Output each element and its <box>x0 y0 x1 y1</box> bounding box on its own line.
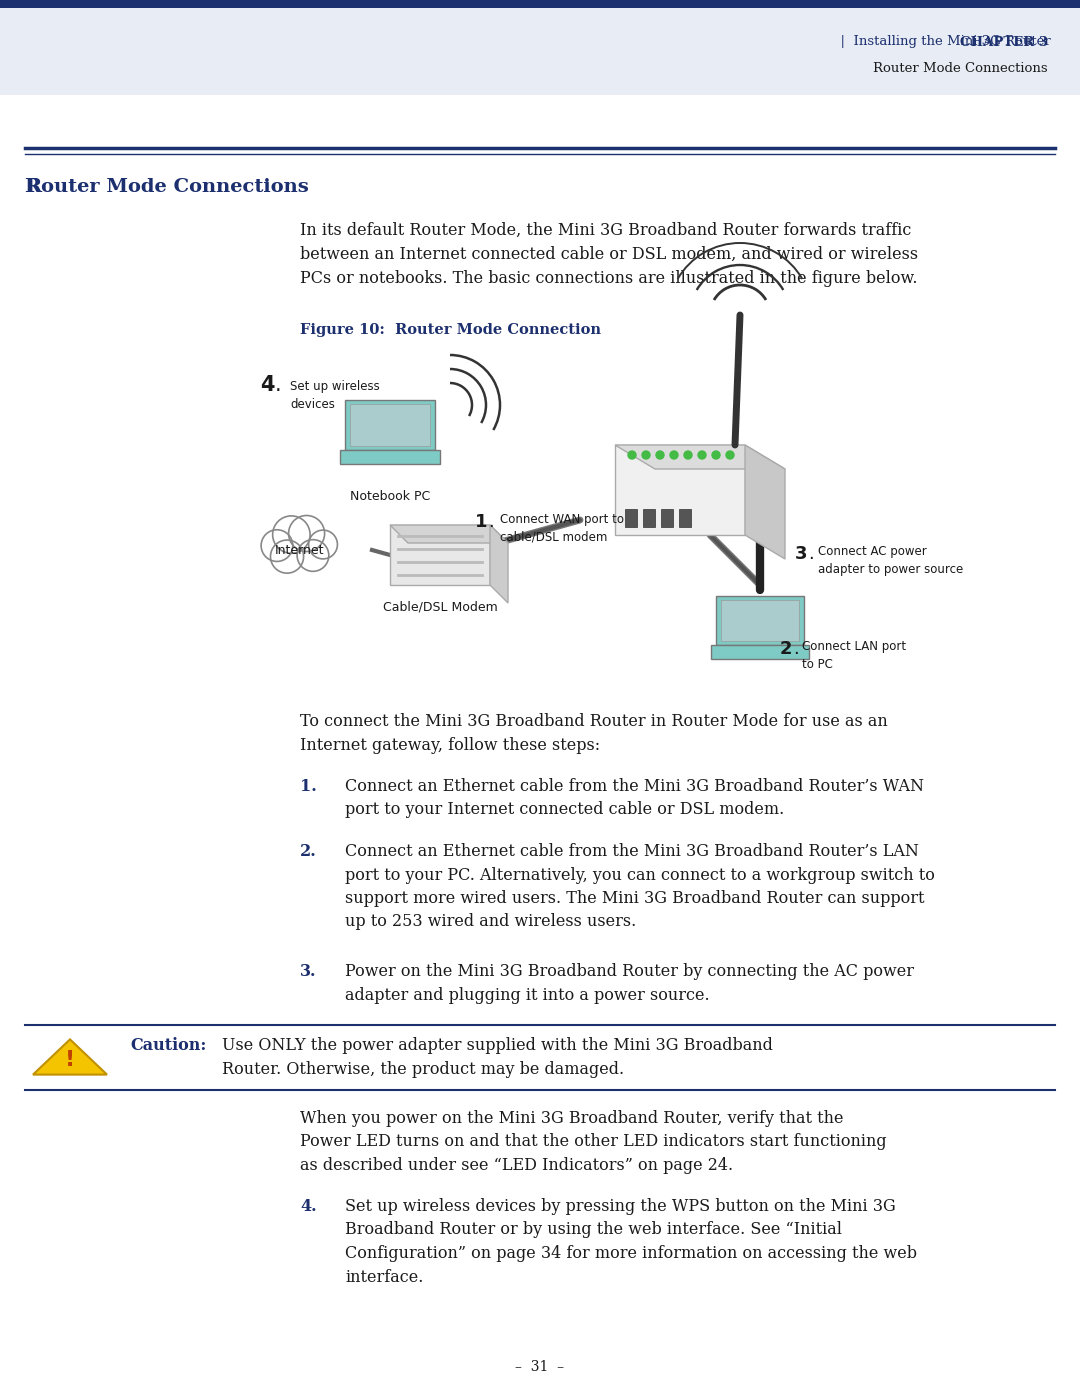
Text: –  31  –: – 31 – <box>515 1361 565 1375</box>
Polygon shape <box>716 597 804 645</box>
Circle shape <box>670 451 678 460</box>
Text: 3.: 3. <box>300 963 316 981</box>
Circle shape <box>297 539 328 571</box>
Text: Set up wireless
devices: Set up wireless devices <box>291 380 380 411</box>
Text: Connect an Ethernet cable from the Mini 3G Broadband Router’s LAN
port to your P: Connect an Ethernet cable from the Mini … <box>345 842 935 930</box>
Polygon shape <box>390 525 490 585</box>
Text: 2.: 2. <box>300 842 316 861</box>
Text: CHAPTER 3: CHAPTER 3 <box>960 35 1048 49</box>
Text: Router Mode Connections: Router Mode Connections <box>25 177 309 196</box>
Polygon shape <box>350 404 430 446</box>
Text: .: . <box>275 374 282 395</box>
Text: 3: 3 <box>795 545 808 563</box>
Text: 4.: 4. <box>300 1199 316 1215</box>
Text: 1.: 1. <box>300 778 316 795</box>
Bar <box>679 509 691 527</box>
Polygon shape <box>615 446 785 469</box>
Text: When you power on the Mini 3G Broadband Router, verify that the
Power LED turns : When you power on the Mini 3G Broadband … <box>300 1111 887 1173</box>
Polygon shape <box>490 525 508 604</box>
Text: 1: 1 <box>475 513 487 531</box>
Text: |  Installing the Mini 3G Router: | Installing the Mini 3G Router <box>832 35 1051 49</box>
Text: Notebook PC: Notebook PC <box>350 490 430 503</box>
Polygon shape <box>33 1039 107 1074</box>
Polygon shape <box>345 400 435 450</box>
Circle shape <box>261 529 293 562</box>
Polygon shape <box>745 446 785 559</box>
Bar <box>0 0 1080 95</box>
Circle shape <box>627 451 636 460</box>
Text: 2: 2 <box>780 640 793 658</box>
Text: Use ONLY the power adapter supplied with the Mini 3G Broadband
Router. Otherwise: Use ONLY the power adapter supplied with… <box>222 1037 773 1077</box>
Text: Cable/DSL Modem: Cable/DSL Modem <box>382 599 498 613</box>
Text: Internet: Internet <box>275 543 325 556</box>
Circle shape <box>642 451 650 460</box>
Polygon shape <box>721 601 799 641</box>
Text: .: . <box>793 640 799 658</box>
Circle shape <box>272 515 310 553</box>
Text: Connect AC power
adapter to power source: Connect AC power adapter to power source <box>818 545 963 576</box>
Text: Figure 10:  Router Mode Connection: Figure 10: Router Mode Connection <box>300 323 600 337</box>
Bar <box>661 509 673 527</box>
Text: Router Mode Connections: Router Mode Connections <box>874 61 1048 74</box>
Text: Power on the Mini 3G Broadband Router by connecting the AC power
adapter and plu: Power on the Mini 3G Broadband Router by… <box>345 963 914 1003</box>
Text: Caution:: Caution: <box>130 1037 206 1053</box>
Text: 4: 4 <box>260 374 274 395</box>
Text: To connect the Mini 3G Broadband Router in Router Mode for use as an
Internet ga: To connect the Mini 3G Broadband Router … <box>300 712 888 753</box>
Text: Connect an Ethernet cable from the Mini 3G Broadband Router’s WAN
port to your I: Connect an Ethernet cable from the Mini … <box>345 778 924 819</box>
Polygon shape <box>340 450 440 464</box>
Circle shape <box>656 451 664 460</box>
Circle shape <box>712 451 720 460</box>
Circle shape <box>270 541 303 573</box>
Text: .: . <box>808 545 813 563</box>
Polygon shape <box>390 525 508 543</box>
Text: In its default Router Mode, the Mini 3G Broadband Router forwards traffic
betwee: In its default Router Mode, the Mini 3G … <box>300 222 918 288</box>
Text: .: . <box>488 513 494 531</box>
Circle shape <box>684 451 692 460</box>
Text: R: R <box>25 177 41 196</box>
Bar <box>0 0 1080 8</box>
Polygon shape <box>711 645 809 658</box>
Polygon shape <box>615 446 745 535</box>
Circle shape <box>309 529 337 559</box>
Circle shape <box>698 451 706 460</box>
Circle shape <box>288 515 325 552</box>
Text: !: ! <box>65 1051 76 1070</box>
Bar <box>643 509 654 527</box>
Text: Connect LAN port
to PC: Connect LAN port to PC <box>802 640 906 671</box>
Text: Set up wireless devices by pressing the WPS button on the Mini 3G
Broadband Rout: Set up wireless devices by pressing the … <box>345 1199 917 1285</box>
Text: Connect WAN port to
cable/DSL modem: Connect WAN port to cable/DSL modem <box>500 513 624 543</box>
Circle shape <box>726 451 734 460</box>
Bar <box>625 509 637 527</box>
